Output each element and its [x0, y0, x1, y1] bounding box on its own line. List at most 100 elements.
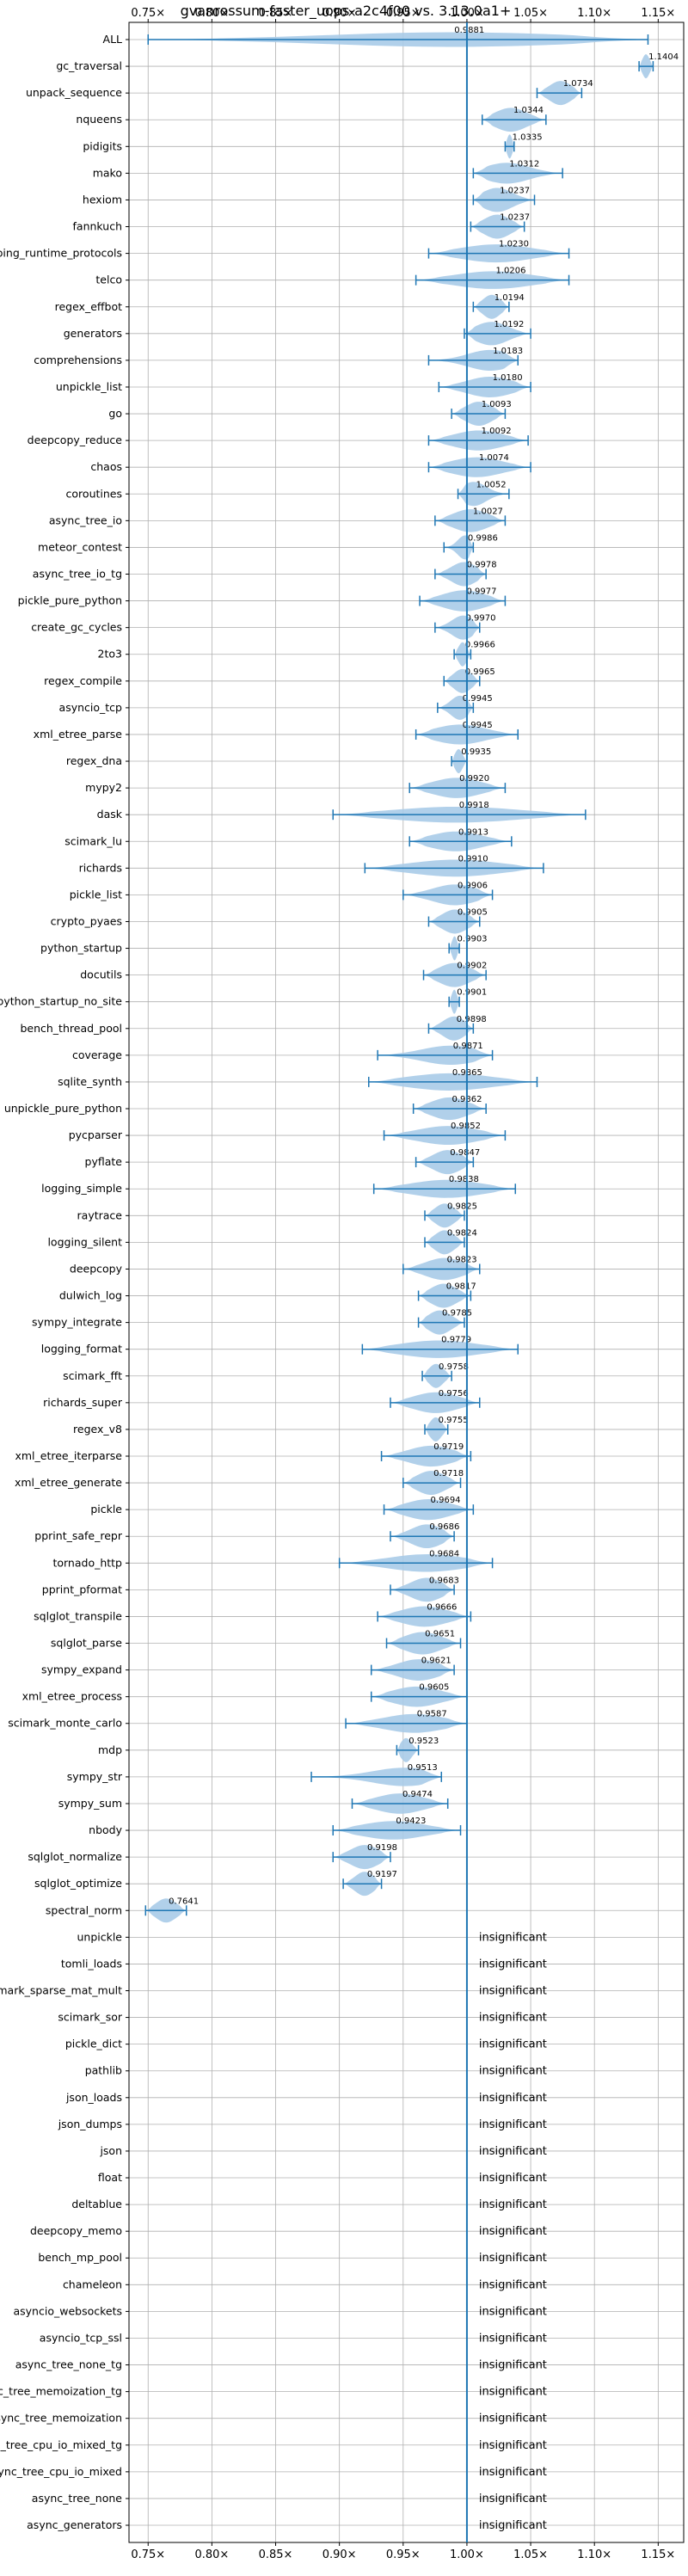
- plot-frame: [128, 22, 685, 2543]
- category-label: deepcopy_memo: [30, 2224, 122, 2237]
- category-label: sqlglot_optimize: [34, 1877, 122, 1890]
- category-label: chaos: [90, 460, 122, 473]
- value-label: 0.9686: [429, 1522, 459, 1532]
- x-tick-label-bottom: 1.05×: [513, 2548, 548, 2561]
- category-label: scimark_fft: [63, 1369, 122, 1382]
- category-label: pathlib: [85, 2064, 122, 2077]
- category-label: 2to3: [98, 648, 122, 661]
- chart-title: gvanrossum-faster_uops-a2c4f00 vs. 3.13.…: [181, 3, 512, 20]
- category-label: pprint_safe_repr: [34, 1529, 123, 1542]
- category-label: sympy_sum: [58, 1797, 122, 1810]
- category-label: json_loads: [65, 2091, 122, 2104]
- value-label: 0.9817: [446, 1282, 476, 1292]
- value-label: 0.9901: [457, 988, 487, 998]
- value-label: 0.9719: [433, 1442, 464, 1452]
- value-label: 0.9847: [450, 1148, 480, 1158]
- value-label: 1.0230: [499, 240, 529, 249]
- x-tick-label-bottom: 1.00×: [450, 2548, 484, 2561]
- value-label: 0.9758: [439, 1362, 469, 1372]
- category-label: crypto_pyaes: [51, 914, 122, 927]
- insignificant-label: insignificant: [479, 2092, 547, 2105]
- category-label: docutils: [80, 968, 122, 981]
- value-label: 0.9935: [461, 747, 491, 757]
- category-label: regex_v8: [73, 1423, 122, 1436]
- value-label: 0.9966: [465, 641, 495, 650]
- category-label: pycparser: [69, 1128, 123, 1141]
- category-label: go: [108, 407, 122, 420]
- category-label: deltablue: [71, 2198, 122, 2210]
- category-label: xml_etree_process: [22, 1690, 122, 1703]
- category-label: generators: [64, 327, 122, 340]
- category-label: json_dumps: [58, 2118, 122, 2130]
- category-label: unpack_sequence: [26, 86, 122, 99]
- insignificant-label: insignificant: [479, 2439, 547, 2452]
- insignificant-label: insignificant: [479, 1984, 547, 1997]
- category-label: meteor_contest: [38, 540, 122, 553]
- category-label: create_gc_cycles: [31, 621, 122, 634]
- category-label: async_tree_cpu_io_mixed_tg: [0, 2438, 122, 2451]
- category-label: sympy_integrate: [32, 1316, 122, 1329]
- category-label: pickle_list: [70, 888, 122, 901]
- category-label: typing_runtime_protocols: [0, 247, 122, 260]
- insignificant-label: insignificant: [479, 2386, 547, 2399]
- value-label: 0.9945: [463, 694, 493, 704]
- category-label: raytrace: [77, 1208, 123, 1221]
- category-label: regex_compile: [44, 674, 122, 687]
- value-label: 1.0027: [473, 507, 503, 516]
- value-label: 0.9823: [447, 1255, 477, 1264]
- value-label: 0.9605: [419, 1683, 449, 1693]
- insignificant-label: insignificant: [479, 2118, 547, 2131]
- category-label: sqlglot_parse: [51, 1637, 122, 1650]
- value-label: 1.0206: [495, 267, 525, 276]
- category-label: pickle_dict: [65, 2038, 122, 2050]
- category-label: coroutines: [66, 487, 122, 500]
- value-label: 1.0237: [500, 213, 530, 223]
- value-label: 0.9198: [367, 1843, 397, 1853]
- insignificant-label: insignificant: [479, 2225, 547, 2238]
- value-label: 0.9905: [458, 907, 488, 917]
- insignificant-label: insignificant: [479, 2305, 547, 2318]
- value-label: 0.9986: [468, 533, 498, 543]
- category-label: pidigits: [83, 139, 122, 152]
- category-label: sympy_expand: [41, 1663, 122, 1676]
- insignificant-label: insignificant: [479, 2519, 547, 2532]
- category-label: pyflate: [85, 1155, 123, 1168]
- category-label: coverage: [72, 1048, 122, 1061]
- category-label: async_tree_none_tg: [15, 2358, 122, 2371]
- category-label: tornado_http: [52, 1556, 122, 1569]
- insignificant-label: insignificant: [479, 2359, 547, 2372]
- insignificant-label: insignificant: [479, 2012, 547, 2025]
- x-tick-label-top: 1.15×: [641, 7, 675, 20]
- category-label: pickle_pure_python: [18, 594, 122, 607]
- category-label: logging_silent: [47, 1235, 122, 1248]
- value-label: 0.9838: [449, 1175, 479, 1184]
- category-label: asyncio_tcp: [59, 701, 123, 714]
- x-tick-label-bottom: 1.15×: [641, 2548, 675, 2561]
- insignificant-label: insignificant: [479, 2493, 547, 2505]
- x-tick-label-bottom: 1.10×: [577, 2548, 611, 2561]
- category-label: hexiom: [83, 193, 122, 206]
- category-label: pickle: [90, 1503, 122, 1515]
- value-label: 0.9666: [427, 1602, 457, 1612]
- violins: [145, 32, 654, 1923]
- category-label: telco: [95, 274, 122, 286]
- insignificant-label: insignificant: [479, 2038, 547, 2051]
- x-tick-label-bottom: 0.85×: [259, 2548, 293, 2561]
- value-label: 0.9825: [447, 1202, 477, 1211]
- value-label: 0.9785: [442, 1309, 472, 1319]
- value-label: 1.0335: [513, 132, 543, 142]
- error-bars: [144, 34, 654, 1916]
- category-label: sqlglot_transpile: [34, 1609, 122, 1622]
- value-label: 0.9197: [367, 1870, 397, 1879]
- insignificant-label: insignificant: [479, 1958, 547, 1970]
- category-label: richards_super: [43, 1396, 123, 1409]
- insignificant-label: insignificant: [479, 2198, 547, 2211]
- value-label: 0.9852: [451, 1122, 481, 1131]
- x-tick-label-bottom: 0.90×: [322, 2548, 357, 2561]
- category-label: json: [99, 2144, 122, 2157]
- category-label: gc_traversal: [56, 59, 122, 72]
- value-label: 0.9423: [396, 1817, 426, 1826]
- category-label: python_startup: [40, 942, 122, 955]
- value-label: 0.9587: [417, 1710, 447, 1719]
